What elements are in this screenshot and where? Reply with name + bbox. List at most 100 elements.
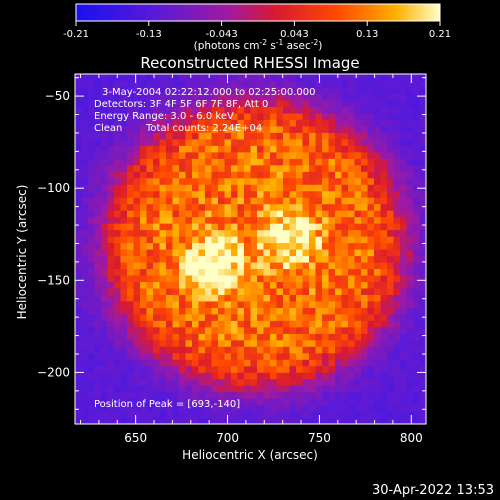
heatmap-cell bbox=[114, 320, 122, 328]
heatmap-cell bbox=[114, 151, 122, 159]
heatmap-cell bbox=[296, 274, 304, 283]
heatmap-cell bbox=[153, 151, 161, 159]
heatmap-cell bbox=[315, 398, 323, 406]
heatmap-cell bbox=[94, 93, 102, 101]
heatmap-cell bbox=[289, 125, 297, 133]
heatmap-cell bbox=[153, 287, 161, 295]
heatmap-cell bbox=[107, 261, 115, 270]
heatmap-cell bbox=[237, 223, 245, 231]
heatmap-cell bbox=[400, 333, 408, 341]
heatmap-cell bbox=[94, 203, 102, 211]
heatmap-cell bbox=[185, 274, 193, 283]
heatmap-cell bbox=[231, 171, 239, 179]
heatmap-cell bbox=[335, 177, 343, 185]
heatmap-cell bbox=[114, 106, 122, 114]
heatmap-cell bbox=[406, 352, 414, 360]
heatmap-cell bbox=[120, 281, 128, 289]
heatmap-cell bbox=[107, 74, 115, 82]
heatmap-cell bbox=[387, 339, 395, 347]
heatmap-cell bbox=[159, 138, 167, 146]
heatmap-cell bbox=[140, 242, 148, 250]
heatmap-cell bbox=[309, 106, 317, 114]
heatmap-cell bbox=[153, 398, 161, 406]
heatmap-cell bbox=[380, 74, 388, 82]
heatmap-cell bbox=[387, 326, 395, 334]
heatmap-cell bbox=[101, 261, 109, 270]
heatmap-cell bbox=[335, 287, 343, 295]
heatmap-cell bbox=[328, 93, 336, 101]
heatmap-cell bbox=[120, 365, 128, 373]
heatmap-cell bbox=[94, 223, 102, 231]
heatmap-cell bbox=[88, 268, 96, 276]
heatmap-cell bbox=[146, 86, 154, 95]
heatmap-cell bbox=[406, 326, 414, 334]
heatmap-cell bbox=[94, 365, 102, 373]
heatmap-cell bbox=[283, 86, 291, 95]
heatmap-cell bbox=[374, 210, 382, 218]
heatmap-cell bbox=[309, 255, 317, 263]
heatmap-cell bbox=[400, 216, 408, 224]
heatmap-cell bbox=[224, 307, 232, 315]
heatmap-cell bbox=[335, 249, 343, 257]
heatmap-cell bbox=[244, 242, 252, 250]
heatmap-cell bbox=[120, 294, 128, 302]
heatmap-cell bbox=[114, 190, 122, 198]
heatmap-cell bbox=[140, 333, 148, 341]
heatmap-cell bbox=[88, 106, 96, 114]
heatmap-cell bbox=[296, 106, 304, 114]
heatmap-cell bbox=[250, 333, 258, 341]
heatmap-cell bbox=[250, 417, 258, 424]
heatmap-cell bbox=[224, 229, 232, 237]
heatmap-cell bbox=[166, 300, 174, 308]
heatmap-cell bbox=[283, 411, 291, 419]
heatmap-cell bbox=[367, 210, 375, 218]
heatmap-cell bbox=[120, 203, 128, 211]
heatmap-cell bbox=[114, 385, 122, 393]
heatmap-cell bbox=[166, 151, 174, 159]
heatmap-cell bbox=[419, 171, 426, 179]
heatmap-cell bbox=[166, 171, 174, 179]
heatmap-cell bbox=[94, 171, 102, 179]
heatmap-cell bbox=[133, 346, 141, 354]
heatmap-cell bbox=[270, 333, 278, 341]
heatmap-cell bbox=[419, 287, 426, 295]
heatmap-cell bbox=[107, 203, 115, 211]
heatmap-cell bbox=[224, 74, 232, 82]
heatmap-cell bbox=[419, 359, 426, 367]
heatmap-cell bbox=[263, 151, 271, 159]
heatmap-cell bbox=[367, 274, 375, 283]
heatmap-cell bbox=[140, 164, 148, 172]
heatmap-cell bbox=[192, 398, 200, 406]
heatmap-cell bbox=[400, 320, 408, 328]
heatmap-cell bbox=[88, 203, 96, 211]
heatmap-cell bbox=[380, 99, 388, 108]
heatmap-cell bbox=[328, 268, 336, 276]
heatmap-cell bbox=[179, 112, 187, 120]
heatmap-cell bbox=[231, 333, 239, 341]
heatmap-cell bbox=[159, 352, 167, 360]
heatmap-cell bbox=[276, 86, 284, 95]
heatmap-cell bbox=[81, 119, 89, 127]
heatmap-cell bbox=[400, 171, 408, 179]
heatmap-cell bbox=[81, 372, 89, 380]
heatmap-cell bbox=[289, 119, 297, 127]
heatmap-cell bbox=[218, 177, 226, 185]
heatmap-cell bbox=[315, 177, 323, 185]
heatmap-cell bbox=[218, 287, 226, 295]
heatmap-cell bbox=[276, 80, 284, 88]
heatmap-cell bbox=[140, 411, 148, 419]
heatmap-cell bbox=[107, 106, 115, 114]
heatmap-cell bbox=[328, 346, 336, 354]
heatmap-cell bbox=[263, 197, 271, 205]
heatmap-cell bbox=[127, 125, 135, 133]
heatmap-cell bbox=[413, 99, 421, 108]
annotation-peak-position: Position of Peak = [693,-140] bbox=[94, 399, 240, 410]
heatmap-cell bbox=[328, 145, 336, 153]
heatmap-cell bbox=[198, 398, 206, 406]
heatmap-cell bbox=[81, 151, 89, 159]
heatmap-cell bbox=[250, 229, 258, 237]
heatmap-cell bbox=[250, 411, 258, 419]
heatmap-cell bbox=[406, 411, 414, 419]
heatmap-cell bbox=[400, 261, 408, 270]
heatmap-cell bbox=[94, 112, 102, 120]
